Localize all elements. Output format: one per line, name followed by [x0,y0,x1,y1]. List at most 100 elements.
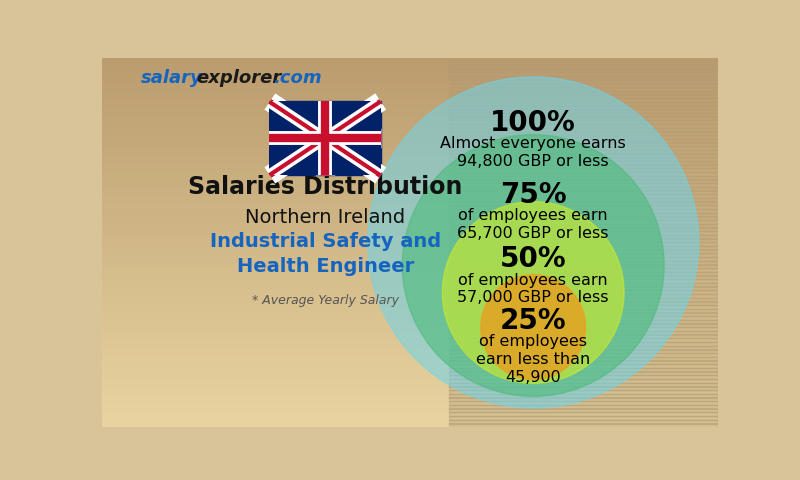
Bar [449,375,718,379]
Text: Northern Ireland: Northern Ireland [246,208,406,227]
Bar [449,360,718,364]
Bar [449,239,718,242]
Bar [102,194,718,198]
Bar [102,165,718,168]
Bar [102,379,718,383]
Bar [449,364,718,368]
Bar [102,423,718,427]
Bar [102,109,718,113]
Bar [449,98,718,102]
Bar [449,272,718,276]
Bar [449,102,718,106]
Bar [102,117,718,120]
Bar [102,157,718,161]
Bar [102,80,718,84]
Bar [102,120,718,124]
Bar [449,91,718,95]
Bar [449,57,718,61]
Bar [449,331,718,335]
Bar [102,57,718,61]
Bar [449,154,718,157]
Bar [102,98,718,102]
Bar [449,357,718,360]
Bar [102,405,718,409]
Bar [102,305,718,309]
Bar [102,154,718,157]
Bar [449,80,718,84]
Text: salary: salary [141,69,202,87]
Bar [102,253,718,257]
Bar [449,94,718,98]
Bar [449,338,718,342]
Bar [449,146,718,150]
Bar [102,357,718,360]
Bar [449,150,718,154]
Bar [449,342,718,346]
Bar [102,65,718,69]
Bar [102,312,718,316]
Bar [102,353,718,357]
Bar [449,202,718,205]
Bar [102,320,718,324]
Bar [449,142,718,146]
Bar [102,349,718,353]
Bar [102,276,718,279]
Bar [102,360,718,364]
Bar [449,408,718,412]
Bar [449,383,718,386]
Bar [102,168,718,172]
Bar [102,172,718,176]
Bar [449,228,718,231]
Bar [449,68,718,72]
Bar [102,105,718,109]
Bar [102,390,718,394]
Bar [102,420,718,423]
Bar [449,209,718,213]
Bar [449,264,718,268]
Bar [449,213,718,216]
Bar [102,213,718,216]
Bar [449,87,718,91]
Bar [449,298,718,301]
Bar [102,142,718,146]
Bar [102,176,718,180]
Bar [102,76,718,80]
Bar [449,191,718,194]
Bar [449,316,718,320]
Bar [449,301,718,305]
Bar [102,113,718,117]
Bar [449,390,718,394]
Text: 57,000 GBP or less: 57,000 GBP or less [458,290,609,305]
Text: 75%: 75% [500,180,566,209]
Bar [449,305,718,309]
Bar [102,290,718,294]
Bar [449,176,718,180]
Bar [102,331,718,335]
Bar [449,83,718,87]
Bar [449,335,718,338]
Bar [102,338,718,342]
Bar [449,117,718,120]
Bar [102,394,718,397]
Bar [102,257,718,261]
Bar [449,324,718,327]
Bar [449,423,718,427]
Bar [102,408,718,412]
Bar [449,109,718,113]
Bar [449,194,718,198]
Circle shape [368,77,698,408]
Bar [102,235,718,239]
Bar [449,131,718,135]
Bar [449,168,718,172]
Bar [449,220,718,224]
Bar [449,250,718,253]
Bar [102,231,718,235]
Bar [449,287,718,290]
Text: Almost everyone earns: Almost everyone earns [440,136,626,151]
Bar [102,150,718,154]
Text: 25%: 25% [500,307,566,335]
Bar [102,272,718,276]
Bar [102,187,718,191]
Bar [102,220,718,224]
Text: 94,800 GBP or less: 94,800 GBP or less [458,154,609,169]
